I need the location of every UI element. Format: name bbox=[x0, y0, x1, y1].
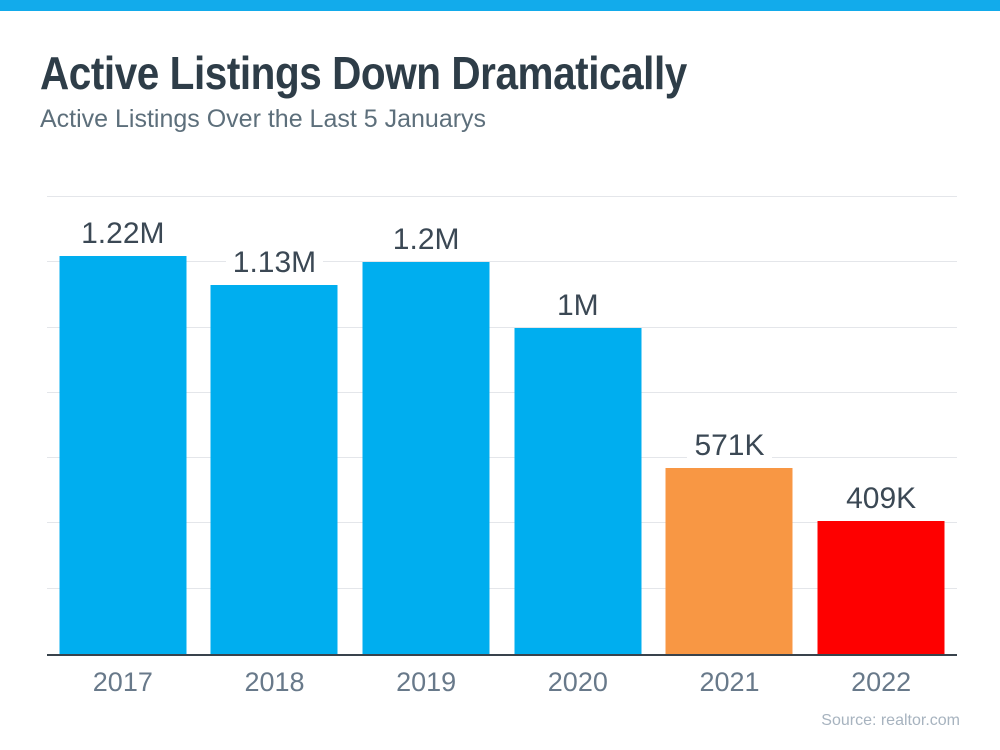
bar-value-label-2018: 1.13M bbox=[199, 246, 351, 280]
gridline bbox=[47, 261, 957, 263]
gridline bbox=[47, 522, 957, 524]
bar-group-2020: 1M 2020 bbox=[502, 197, 654, 696]
gridline bbox=[47, 196, 957, 197]
bar-value-label-2021: 571K bbox=[654, 428, 806, 462]
x-axis-label-2019: 2019 bbox=[396, 667, 457, 697]
bar-value-label-2020: 1M bbox=[502, 288, 654, 322]
x-axis-label-2017: 2017 bbox=[92, 667, 153, 697]
bar-2018 bbox=[210, 285, 338, 654]
x-axis-label-2020: 2020 bbox=[547, 667, 608, 697]
x-axis-line bbox=[47, 654, 957, 656]
bar-chart-plot-area: 1.22M 2017 1.13M 2018 1.2M 2019 1M 2020 571K 2021… bbox=[47, 196, 957, 696]
x-axis-label-2018: 2018 bbox=[244, 667, 305, 697]
bar-2021 bbox=[665, 467, 793, 654]
bar-2017 bbox=[59, 255, 187, 654]
chart-subtitle: Active Listings Over the Last 5 Januarys bbox=[40, 105, 487, 133]
x-axis-label-2021: 2021 bbox=[699, 667, 760, 697]
bar-group-2017: 1.22M 2017 bbox=[47, 197, 199, 696]
source-credit: Source: realtor.com bbox=[821, 712, 960, 729]
bar-group-2021: 571K 2021 bbox=[654, 197, 806, 696]
bar-2022 bbox=[817, 520, 945, 654]
gridline bbox=[47, 391, 957, 393]
x-axis-label-2022: 2022 bbox=[851, 667, 912, 697]
bar-value-label-2019: 1.2M bbox=[350, 223, 502, 257]
bar-2020 bbox=[514, 327, 642, 654]
bar-2019 bbox=[362, 262, 490, 654]
bar-group-2019: 1.2M 2019 bbox=[350, 197, 502, 696]
bar-group-2022: 409K 2022 bbox=[805, 197, 957, 696]
gridline bbox=[47, 326, 957, 328]
bar-value-label-2017: 1.22M bbox=[47, 216, 199, 250]
gridline bbox=[47, 457, 957, 459]
bar-group-2018: 1.13M 2018 bbox=[199, 197, 351, 696]
gridline bbox=[47, 587, 957, 589]
bar-value-label-2022: 409K bbox=[805, 481, 957, 515]
chart-title: Active Listings Down Dramatically bbox=[40, 47, 687, 99]
top-accent-bar bbox=[0, 0, 1000, 11]
